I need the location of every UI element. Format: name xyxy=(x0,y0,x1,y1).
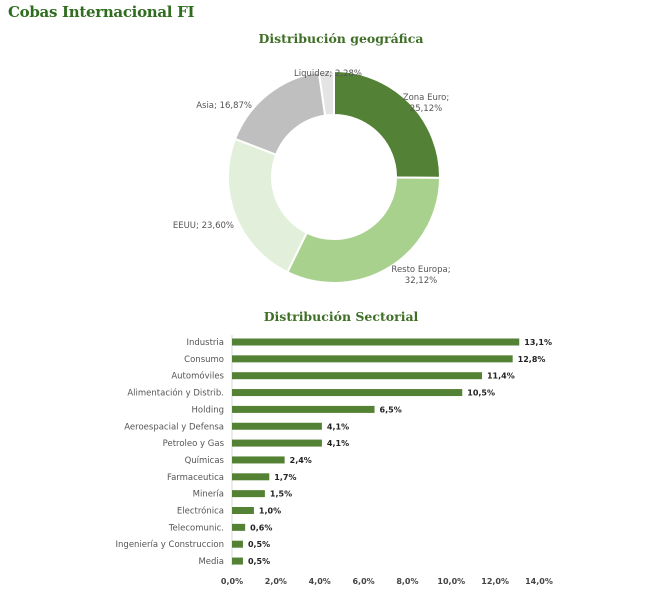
donut-label: Asia; 16,87% xyxy=(196,101,252,111)
bar xyxy=(232,490,265,498)
bar-category-label: Automóviles xyxy=(171,371,224,382)
bar-value-label: 1,0% xyxy=(259,507,281,516)
bar-value-label: 11,4% xyxy=(487,372,515,381)
bar-chart-title: Distribución Sectorial xyxy=(263,309,419,324)
x-tick-label: 0,0% xyxy=(221,577,243,586)
x-tick-label: 6,0% xyxy=(352,577,374,586)
x-tick-label: 4,0% xyxy=(309,577,331,586)
bar-category-label: Petroleo y Gas xyxy=(163,439,225,449)
bar-category-label: Consumo xyxy=(184,355,224,365)
donut-label: Zona Euro; 25,12% xyxy=(403,93,449,114)
bar xyxy=(232,523,246,531)
bar-value-label: 1,5% xyxy=(270,490,292,499)
donut-slice-resto-europa xyxy=(286,176,442,284)
donut-slice-liquidez xyxy=(317,69,335,117)
bar-category-label: Alimentación y Distrib. xyxy=(127,388,224,399)
bar-value-label: 12,8% xyxy=(518,355,546,364)
bar-category-label: Telecomunic. xyxy=(168,523,224,533)
bar xyxy=(232,355,513,363)
bar xyxy=(232,389,463,397)
bar-category-label: Aeroespacial y Defensa xyxy=(124,422,224,432)
bar xyxy=(232,405,375,413)
bar-value-label: 4,1% xyxy=(327,422,349,431)
bar xyxy=(232,540,243,548)
bar-category-label: Químicas xyxy=(185,456,225,466)
bar-value-label: 10,5% xyxy=(467,389,495,398)
x-tick-label: 10,0% xyxy=(437,577,465,586)
donut-label: Liquidez; 2,28% xyxy=(294,69,362,79)
bar-value-label: 4,1% xyxy=(327,439,349,448)
bar-value-label: 6,5% xyxy=(380,405,402,414)
bar-category-label: Ingeniería y Construccion xyxy=(116,540,224,550)
bar xyxy=(232,456,285,464)
bar-value-label: 1,7% xyxy=(274,473,296,482)
bar-category-label: Holding xyxy=(192,405,225,415)
x-tick-label: 8,0% xyxy=(396,577,418,586)
bar-category-label: Electrónica xyxy=(177,506,224,517)
bar-value-label: 2,4% xyxy=(290,456,312,465)
x-tick-label: 14,0% xyxy=(525,577,553,586)
bar-category-label: Minería xyxy=(193,490,224,500)
x-tick-label: 12,0% xyxy=(481,577,509,586)
donut-chart-title: Distribución geográfica xyxy=(258,31,424,46)
bar xyxy=(232,473,270,481)
donut-label: EEUU; 23,60% xyxy=(173,221,234,231)
bar xyxy=(232,422,322,430)
bar-value-label: 0,5% xyxy=(248,557,270,566)
bar xyxy=(232,372,482,380)
page-title: Cobas Internacional FI xyxy=(8,3,195,21)
bar-category-label: Industria xyxy=(186,338,224,348)
bar xyxy=(232,439,322,447)
geographic-donut-chart: Zona Euro; 25,12% Resto Europa; 32,12% EEUU;… xyxy=(173,69,451,286)
bar-value-label: 13,1% xyxy=(524,338,552,347)
bar xyxy=(232,557,243,565)
bar xyxy=(232,507,254,514)
bar xyxy=(232,338,520,346)
bar-value-label: 0,5% xyxy=(248,540,270,549)
donut-label: Resto Europa; 32,12% xyxy=(391,265,450,286)
bar-category-label: Farmaceutica xyxy=(167,473,224,483)
bar-value-label: 0,6% xyxy=(250,523,272,532)
bar-category-label: Media xyxy=(198,557,224,567)
x-tick-label: 2,0% xyxy=(265,577,287,586)
donut-slice-zona-euro xyxy=(333,69,441,179)
